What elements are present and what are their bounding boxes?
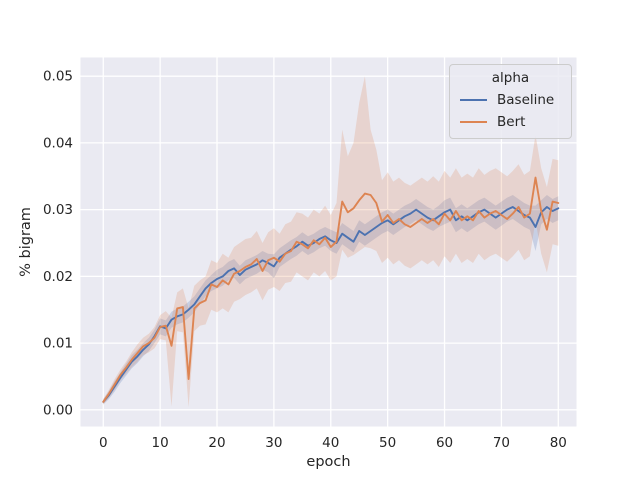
bert-line [102, 176, 560, 403]
x-axis-label: epoch [306, 454, 351, 470]
y-tick-label: 0.02 [43, 269, 73, 285]
x-tick-label: 70 [493, 435, 510, 451]
y-tick-label: 0.01 [43, 336, 73, 352]
y-tick-label: 0.00 [43, 402, 73, 418]
legend-item-baseline: Baseline [457, 92, 564, 108]
x-tick-label: 80 [550, 435, 567, 451]
bert-line-swatch-icon [460, 121, 487, 123]
legend-item-bert: Bert [457, 114, 564, 130]
baseline-confidence-band [103, 195, 559, 405]
x-tick-label: 50 [379, 435, 396, 451]
legend-label-bert: Bert [497, 114, 526, 130]
y-tick-label: 0.04 [43, 135, 73, 151]
legend-title: alpha [491, 70, 530, 86]
x-tick-label: 0 [99, 435, 108, 451]
x-tick-label: 30 [265, 435, 282, 451]
bert-confidence-band [103, 76, 559, 408]
x-tick-label: 10 [152, 435, 169, 451]
x-tick-label: 40 [322, 435, 339, 451]
x-tick-label: 20 [208, 435, 225, 451]
x-tick-label: 60 [436, 435, 453, 451]
y-tick-label: 0.03 [43, 202, 73, 218]
baseline-line-swatch-icon [460, 99, 487, 101]
y-tick-label: 0.05 [43, 69, 73, 85]
legend-label-baseline: Baseline [497, 92, 555, 108]
baseline-line [102, 206, 560, 403]
legend: alpha Baseline Bert [449, 64, 572, 139]
y-axis-label: % bigram [18, 207, 34, 277]
